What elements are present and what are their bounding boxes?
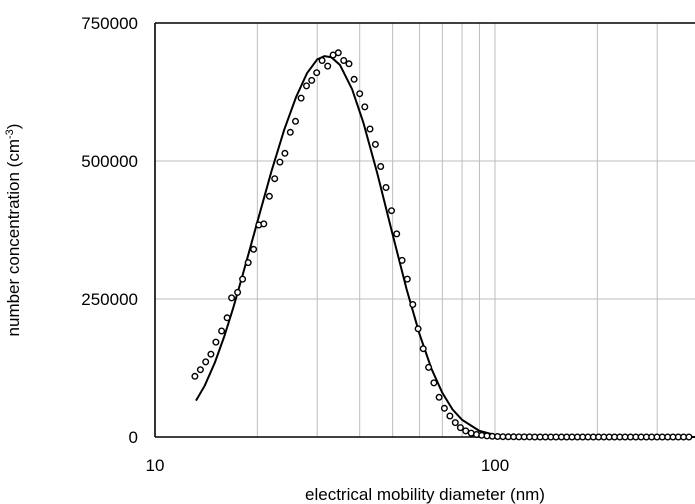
data-point — [250, 245, 258, 253]
data-point — [345, 60, 353, 68]
x-axis-title: electrical mobility diameter (nm) — [305, 485, 545, 504]
data-point — [451, 419, 459, 427]
y-axis-title-main: number concentration (cm — [4, 139, 23, 336]
data-point — [260, 220, 268, 228]
data-point — [350, 75, 358, 83]
data-point — [685, 433, 693, 441]
fit-curve-layer — [195, 55, 695, 438]
y-tick-label: 0 — [129, 428, 138, 447]
data-point — [196, 366, 204, 374]
data-point — [297, 94, 305, 102]
x-tick-label: 100 — [481, 456, 509, 475]
data-point — [382, 183, 390, 191]
data-point — [281, 149, 289, 157]
x-tick-label: 10 — [146, 456, 165, 475]
data-point — [191, 372, 199, 380]
data-point — [212, 338, 220, 346]
fit-curve — [195, 55, 695, 438]
y-axis-title: number concentration (cm-3) — [4, 124, 23, 337]
data-point — [286, 128, 294, 136]
data-point — [398, 256, 406, 264]
data-point — [462, 427, 470, 435]
data-point — [265, 192, 273, 200]
data-point — [292, 117, 300, 125]
data-point — [223, 314, 231, 322]
data-point — [456, 424, 464, 432]
y-tick-labels: 0 250000 500000 750000 — [81, 14, 138, 447]
data-point — [403, 275, 411, 283]
data-point — [313, 69, 321, 77]
data-point — [393, 230, 401, 238]
data-point — [228, 294, 236, 302]
data-point — [334, 49, 342, 57]
data-point — [303, 82, 311, 90]
grid-layer — [155, 22, 695, 437]
data-point — [234, 288, 242, 296]
data-point — [244, 259, 252, 267]
x-tick-labels: 10 100 — [146, 456, 510, 475]
data-point — [409, 301, 417, 309]
data-point — [377, 162, 385, 170]
data-point — [202, 358, 210, 366]
data-point — [446, 412, 454, 420]
data-point — [239, 275, 247, 283]
data-point — [308, 76, 316, 84]
y-axis-title-superscript: -3 — [4, 129, 16, 139]
data-point — [435, 393, 443, 401]
data-point — [371, 140, 379, 148]
data-point — [276, 158, 284, 166]
data-point — [340, 57, 348, 65]
data-point — [271, 175, 279, 183]
data-point — [430, 379, 438, 387]
data-point — [324, 62, 332, 70]
y-tick-label: 750000 — [81, 14, 138, 33]
data-point — [419, 345, 427, 353]
data-point — [414, 325, 422, 333]
data-point — [356, 90, 364, 98]
marker-layer — [191, 49, 693, 441]
data-point — [366, 125, 374, 133]
data-point — [425, 363, 433, 371]
y-axis-title-end: ) — [4, 124, 23, 130]
axes-layer — [154, 22, 695, 438]
data-point — [440, 404, 448, 412]
y-tick-label: 250000 — [81, 290, 138, 309]
data-point — [361, 103, 369, 111]
data-point — [218, 327, 226, 335]
data-point — [318, 57, 326, 65]
y-tick-label: 500000 — [81, 152, 138, 171]
data-point — [388, 207, 396, 215]
data-point — [207, 350, 215, 358]
